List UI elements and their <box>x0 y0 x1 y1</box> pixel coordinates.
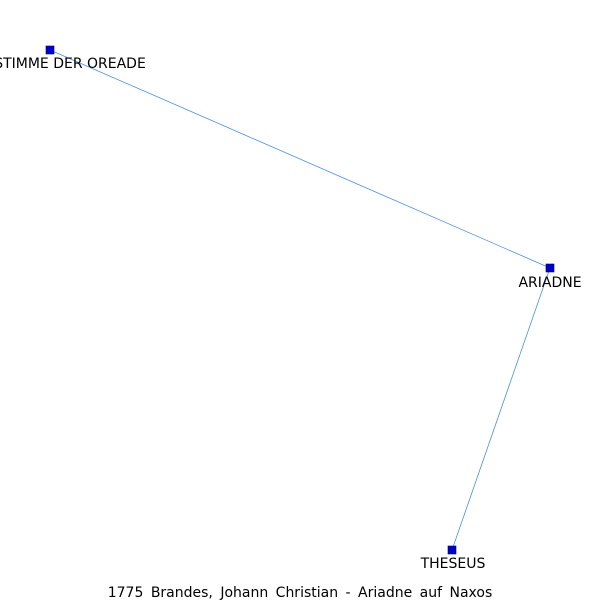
diagram-caption: 1775 Brandes, Johann Christian - Ariadne… <box>108 585 493 600</box>
edge-ariadne-theseus <box>451 267 551 551</box>
node-stimme <box>45 45 55 55</box>
edge-stimme-ariadne <box>49 49 551 269</box>
nodes-layer <box>45 45 555 555</box>
node-ariadne <box>545 263 555 273</box>
node-label-ariadne: ARIADNE <box>518 275 581 291</box>
node-label-theseus: THESEUS <box>420 556 486 572</box>
node-label-stimme: STIMME DER OREADE <box>0 56 146 72</box>
edges-layer <box>49 49 551 551</box>
labels-layer: STIMME DER OREADE ARIADNE THESEUS <box>0 56 582 572</box>
node-theseus <box>447 545 457 555</box>
